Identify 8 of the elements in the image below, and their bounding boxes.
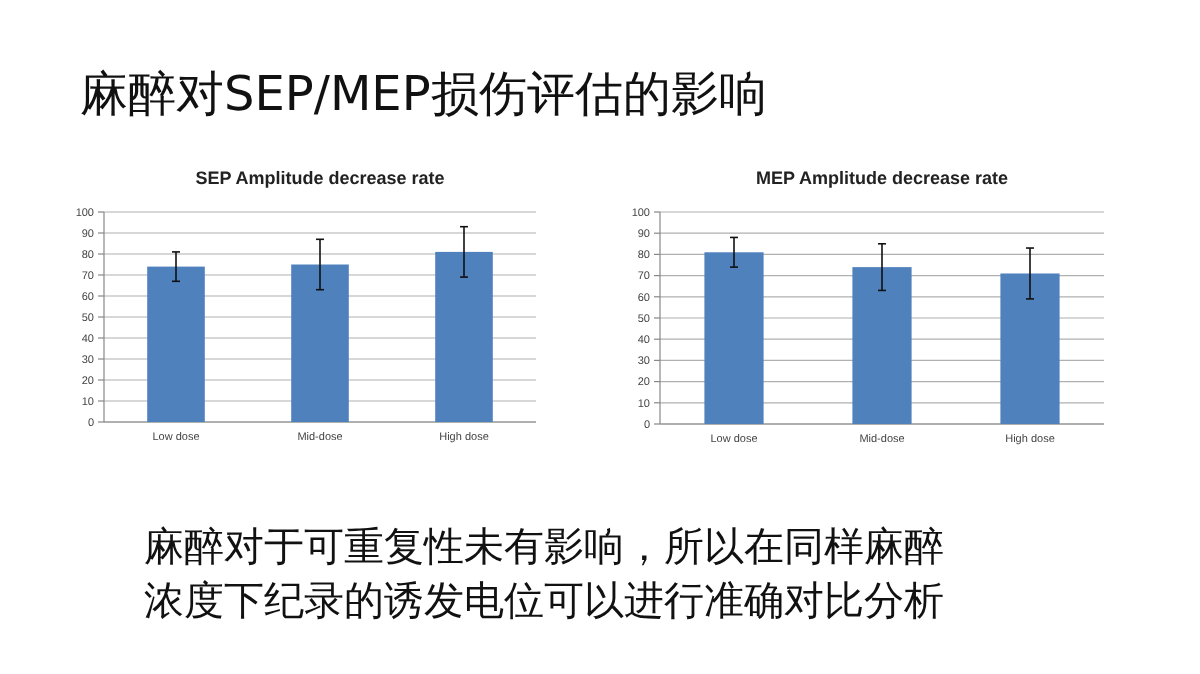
bar bbox=[1000, 273, 1060, 424]
text: 麻醉对于可重复性未有影响，所以在同样麻醉 bbox=[144, 522, 944, 570]
chart-title: MEP Amplitude decrease rate bbox=[755, 168, 1009, 188]
bar bbox=[704, 252, 764, 424]
chart-title: SEP Amplitude decrease rate bbox=[195, 168, 445, 188]
text: 浓度下纪录的诱发电位可以进行准确对比分析 bbox=[144, 576, 944, 624]
text: 麻醉对SEP/MEP损伤评估的影响 bbox=[80, 66, 767, 122]
bar bbox=[852, 267, 912, 424]
